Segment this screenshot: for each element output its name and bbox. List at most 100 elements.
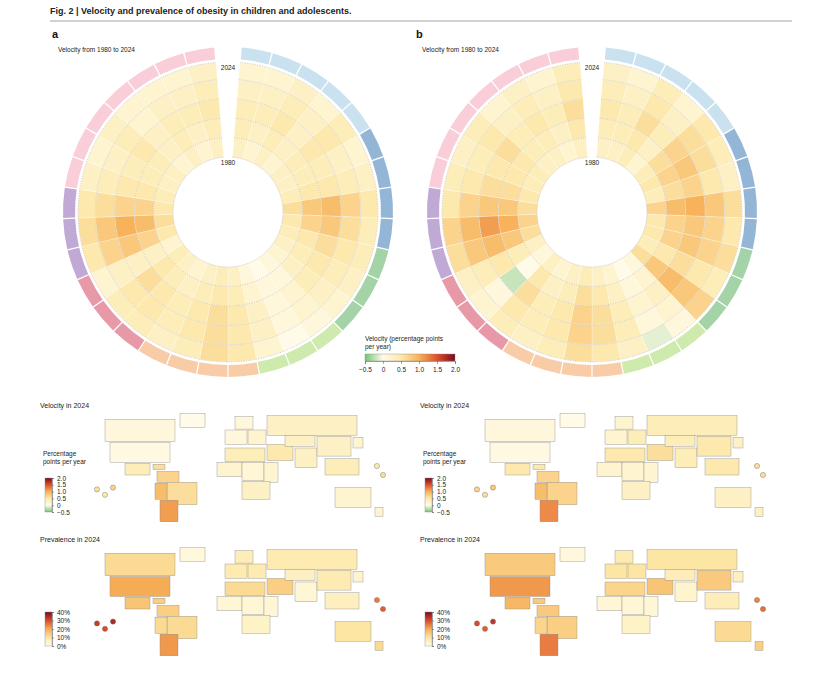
map-island (482, 626, 487, 631)
sector-label-band (622, 354, 653, 374)
sector-label-band (432, 248, 453, 279)
figure-title: Fig. 2 | Velocity and prevalence of obes… (50, 6, 352, 16)
colorbar-tick-label: 30% (57, 617, 70, 624)
colorbar-axis-line (53, 479, 55, 513)
colorbar-tick-label: 10% (437, 634, 450, 641)
colorbar-tick-mark (52, 646, 54, 647)
map-island (474, 487, 479, 492)
heat-cell (702, 217, 724, 243)
map-region (267, 416, 357, 436)
colorbar: 40%30%20%10%0% (45, 609, 70, 650)
map-island (754, 597, 759, 602)
colorbar-gradient (45, 612, 52, 646)
map-region (180, 548, 205, 562)
heat-cell (253, 335, 284, 359)
map-region (605, 564, 627, 578)
colorbar-tick-label: −0.5 (437, 509, 450, 516)
colorbar-tick-mark (52, 485, 54, 486)
heat-cell (572, 138, 588, 159)
colorbar-tick-label: 1.5 (433, 366, 442, 373)
ring-grid (518, 138, 667, 287)
heat-cell (199, 342, 228, 362)
heat-cell (459, 217, 481, 243)
radial-panel: aVelocity from 1980 to 202419802024 (52, 28, 393, 377)
heat-cell (592, 323, 617, 344)
map-region (628, 564, 646, 578)
sector-label-band (241, 48, 272, 65)
heat-cell (115, 216, 137, 238)
heat-cell (721, 217, 742, 246)
sector-label-band (519, 53, 550, 75)
map-island (760, 606, 765, 611)
heat-cell (592, 342, 621, 362)
map-region (644, 596, 658, 616)
map-region (615, 417, 633, 430)
colorbar-tick-mark (432, 485, 434, 486)
colorbar-tick-mark (383, 361, 384, 364)
heat-cell (518, 214, 539, 229)
colorbar-tick-mark (432, 621, 434, 622)
heat-cells (78, 62, 378, 362)
map-region (325, 459, 359, 475)
panel-letter: a (52, 28, 59, 40)
sector-label-band (286, 341, 317, 365)
colorbar-gradient (425, 612, 432, 646)
map-region (560, 414, 585, 428)
map-region (225, 582, 265, 596)
map-region (375, 507, 383, 516)
map-region (490, 443, 550, 463)
colorbar-axis: 40%30%20%10%0% (52, 609, 70, 650)
sector-label-band (717, 275, 742, 306)
sector-label-band (368, 248, 389, 279)
map-region (335, 488, 371, 508)
map-region (597, 596, 622, 610)
colorbar: Velocity (percentage pointsper year)−0.5… (359, 335, 460, 373)
sector-label-band (732, 248, 753, 279)
map-title: Prevalence in 2024 (420, 536, 480, 543)
map-region (217, 462, 242, 476)
map-region (217, 596, 242, 610)
sector-label-band (724, 129, 747, 160)
heat-cell (228, 304, 250, 325)
heat-cell (208, 138, 224, 159)
map-region (505, 463, 530, 475)
heat-cell (353, 162, 376, 192)
map-region (537, 605, 559, 616)
sector-label-band (437, 129, 460, 160)
colorbar-tick-mark (365, 361, 366, 364)
map-region (697, 570, 731, 590)
sector-label-band (743, 188, 757, 218)
sector-label-band (503, 341, 534, 365)
map-region (160, 500, 178, 522)
radial-panel: bVelocity from 1980 to 202419802024 (416, 28, 757, 377)
colorbar-tick-mark (52, 621, 54, 622)
map-region (540, 634, 558, 656)
map-region (715, 622, 751, 642)
map-region (533, 464, 545, 469)
colorbar-tick-mark (52, 638, 54, 639)
map-region (160, 634, 178, 656)
map-region (267, 578, 293, 594)
map-region (285, 435, 315, 446)
map-region (697, 436, 731, 456)
sector-label-band (427, 219, 443, 249)
map-region (225, 430, 247, 444)
map-title: Prevalence in 2024 (40, 536, 100, 543)
sector-label-band (605, 48, 636, 65)
colorbar-tick-label: 20% (437, 626, 450, 633)
map-region (622, 481, 650, 499)
heat-cell (340, 192, 361, 217)
colorbar-tick-mark (52, 629, 54, 630)
sector-label-band (68, 248, 89, 279)
heat-cell (154, 214, 175, 229)
colorbar-title: Percentagepoints per year (43, 450, 87, 466)
heat-cell (78, 189, 97, 218)
heat-cell (685, 195, 706, 217)
map-island (374, 597, 379, 602)
heat-cell (592, 304, 614, 325)
map-region (248, 564, 266, 578)
heat-cell (357, 217, 378, 246)
sector-label-band (270, 53, 301, 75)
map-region (242, 615, 270, 633)
map-island (94, 487, 99, 492)
